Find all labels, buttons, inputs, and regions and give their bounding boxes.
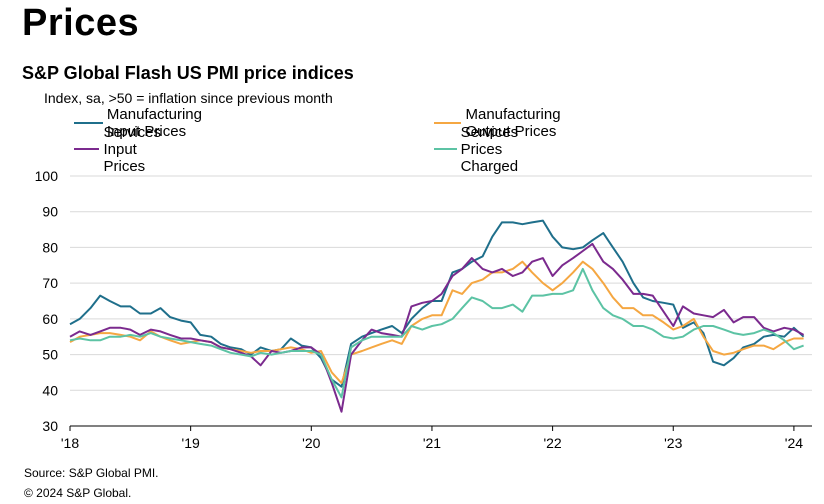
chart-title: S&P Global Flash US PMI price indices: [22, 63, 354, 83]
page-heading: Prices: [22, 2, 140, 44]
x-tick-label: '19: [182, 435, 200, 451]
y-tick-label: 80: [42, 239, 58, 255]
y-tick-label: 90: [42, 204, 58, 220]
source-note: Source: S&P Global PMI.: [24, 466, 159, 480]
legend-label: Services Prices Charged: [460, 123, 519, 175]
y-tick-label: 50: [42, 347, 58, 363]
chart-subtitle: Index, sa, >50 = inflation since previou…: [44, 90, 333, 106]
x-tick-label: '18: [61, 435, 79, 451]
legend-swatch-icon: [74, 148, 100, 150]
y-tick-label: 60: [42, 311, 58, 327]
legend-label: Manufacturing Input Prices: [106, 106, 202, 140]
x-tick-label: '21: [423, 435, 441, 451]
series-line-services-prices-charged: [69, 267, 804, 399]
series-line-manufacturing-input-prices: [69, 219, 805, 388]
legend-swatch-icon: [434, 148, 457, 150]
legend-swatch-icon: [74, 122, 103, 124]
legend-item-manufacturing-input-prices: Manufacturing Input Prices: [74, 106, 219, 140]
legend-item-services-input-prices: Services Input Prices: [74, 124, 182, 175]
x-tick-label: '23: [664, 435, 682, 451]
y-tick-label: 30: [42, 418, 58, 434]
series-line-services-input-prices: [69, 242, 805, 413]
legend-swatch-icon: [434, 122, 462, 124]
legend-item-services-prices-charged: Services Prices Charged: [434, 124, 542, 175]
x-tick-label: '24: [785, 435, 803, 451]
y-tick-label: 100: [35, 168, 59, 184]
legend-label: Manufacturing Output Prices: [465, 106, 561, 140]
y-tick-label: 70: [42, 275, 58, 291]
x-tick-label: '22: [543, 435, 561, 451]
x-tick-label: '20: [302, 435, 320, 451]
legend-item-manufacturing-output-prices: Manufacturing Output Prices: [434, 106, 579, 140]
copyright-note: © 2024 S&P Global.: [24, 486, 132, 500]
legend-label: Services Input Prices: [103, 123, 162, 175]
y-tick-label: 40: [42, 382, 58, 398]
